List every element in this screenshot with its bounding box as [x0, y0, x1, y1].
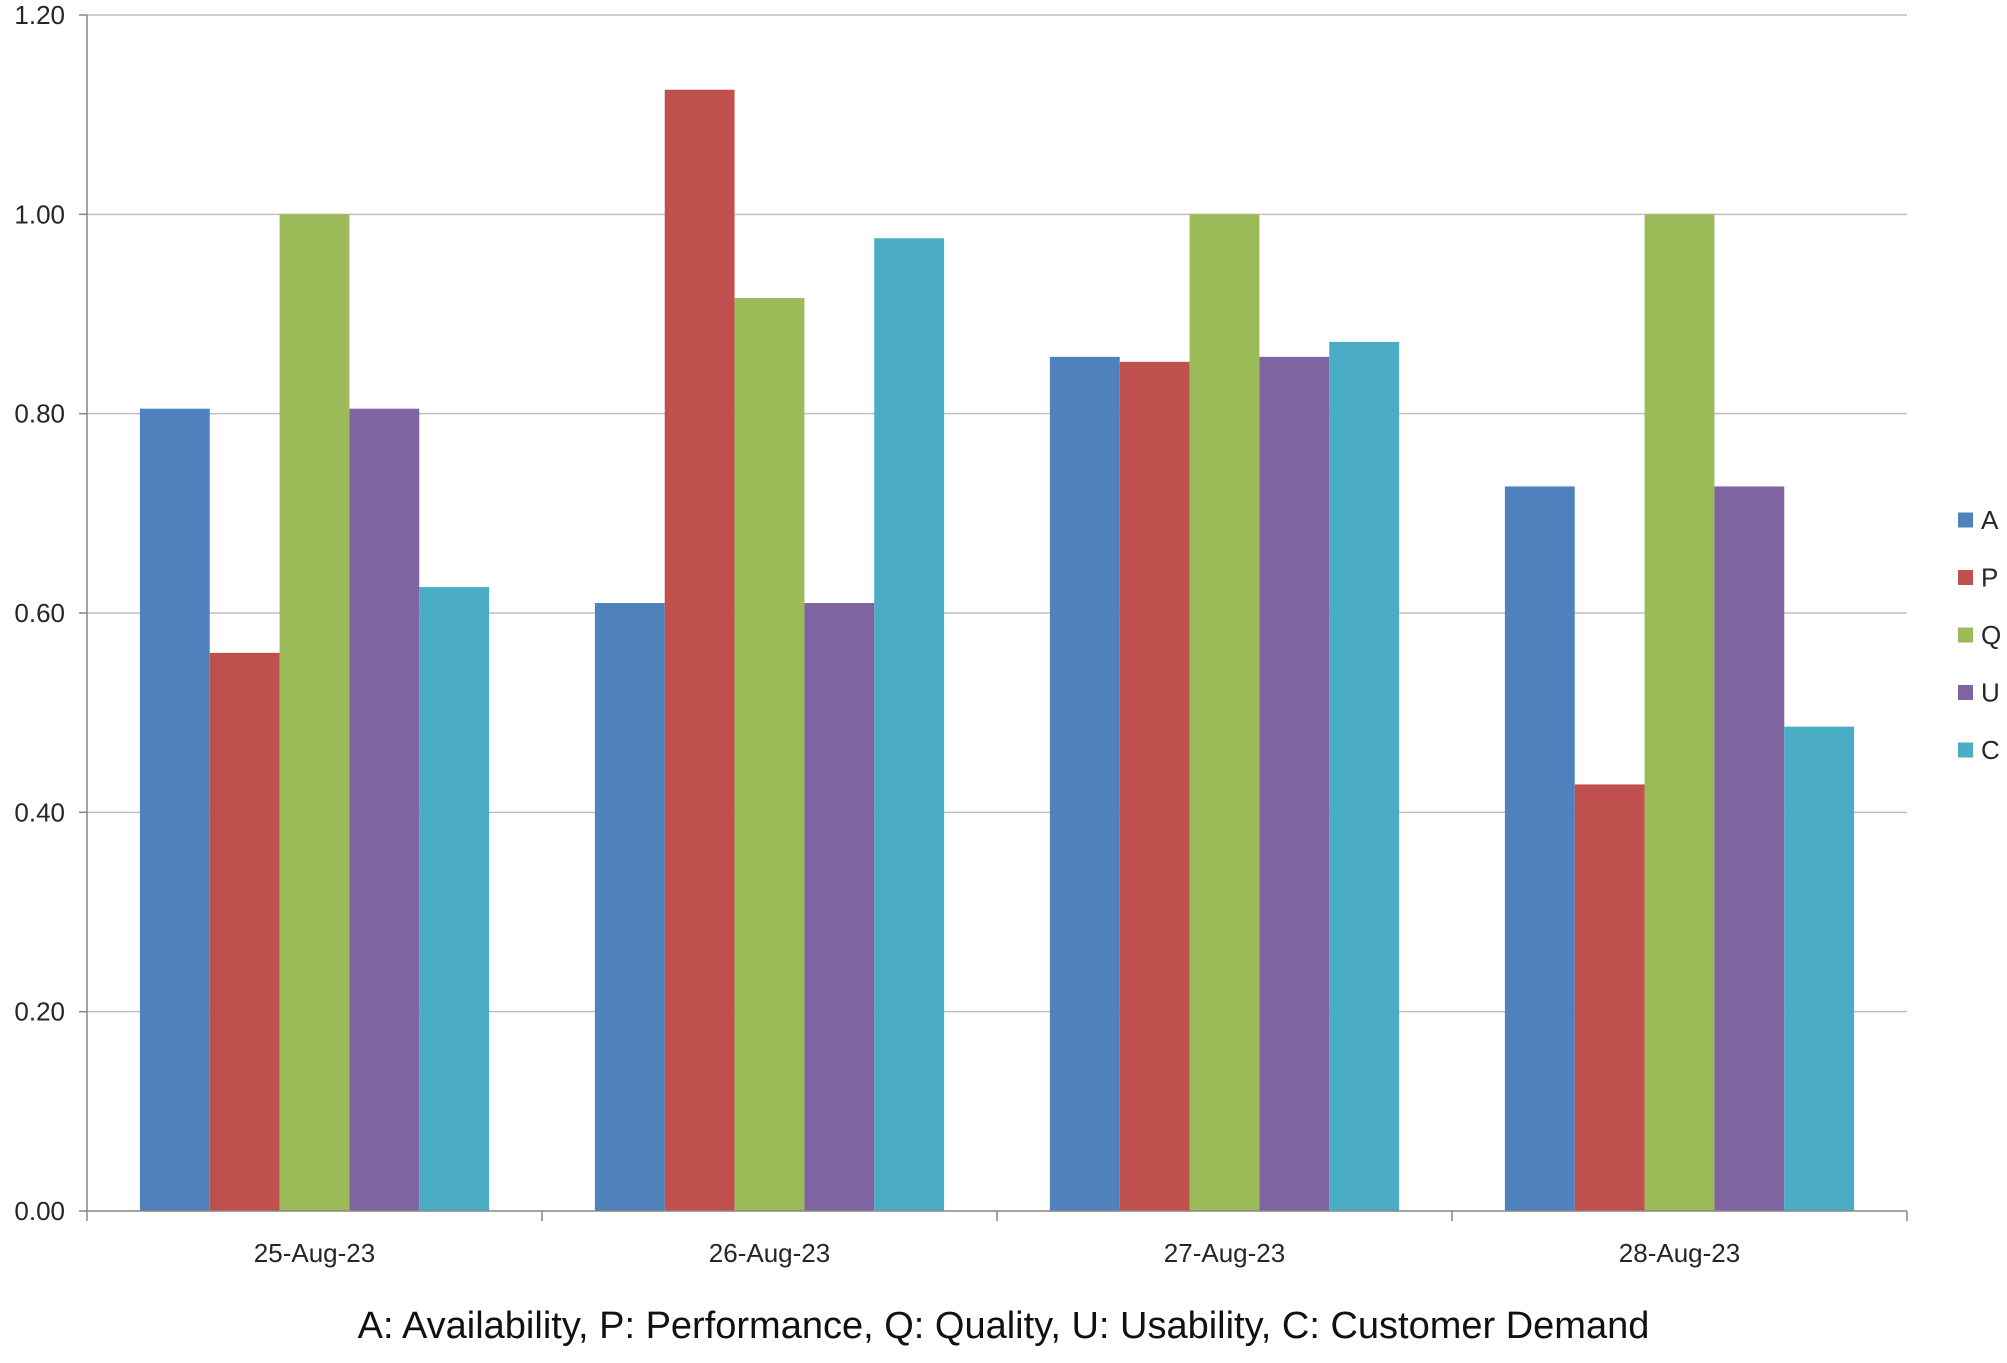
y-tick-label: 1.20: [14, 0, 65, 30]
bar-Q-27-Aug-23: [1189, 214, 1260, 1212]
axes: [79, 14, 1908, 1221]
legend-label-U: U: [1981, 678, 2000, 708]
legend-swatch-Q: [1958, 627, 1973, 643]
bar-C-26-Aug-23: [874, 238, 945, 1212]
bar-P-25-Aug-23: [209, 652, 280, 1211]
legend-label-Q: Q: [1981, 620, 2001, 650]
bar-Q-28-Aug-23: [1644, 214, 1715, 1212]
legend-label-A: A: [1981, 505, 1999, 535]
legend-swatch-A: [1958, 512, 1973, 528]
x-tick-label: 28-Aug-23: [1619, 1238, 1740, 1268]
bar-P-26-Aug-23: [664, 89, 735, 1211]
x-tick-label: 27-Aug-23: [1164, 1238, 1285, 1268]
y-tick-label: 0.80: [14, 399, 65, 429]
bar-C-27-Aug-23: [1329, 341, 1400, 1211]
bars: [139, 89, 1855, 1212]
bar-C-25-Aug-23: [419, 587, 490, 1211]
y-tick-label: 0.60: [14, 598, 65, 628]
y-axis-ticks: 0.00 0.20 0.40 0.60 0.80 1.00 1.20: [14, 0, 65, 1226]
bar-Q-25-Aug-23: [279, 214, 350, 1212]
bar-Q-26-Aug-23: [734, 298, 805, 1211]
bar-U-28-Aug-23: [1714, 486, 1785, 1211]
legend-swatch-C: [1958, 742, 1973, 758]
bar-chart: 0.00 0.20 0.40 0.60 0.80 1.00 1.20 25-Aug-23 26…: [14, 0, 2001, 1268]
legend-label-C: C: [1981, 735, 2000, 765]
bar-C-28-Aug-23: [1784, 726, 1855, 1211]
bar-U-26-Aug-23: [804, 603, 875, 1211]
x-tick-label: 25-Aug-23: [254, 1238, 375, 1268]
bar-P-28-Aug-23: [1574, 784, 1645, 1211]
y-tick-label: 1.00: [14, 199, 65, 229]
y-tick-label: 0.40: [14, 797, 65, 827]
chart-caption: A: Availability, P: Performance, Q: Qual…: [357, 1305, 1650, 1347]
legend-swatch-P: [1958, 570, 1973, 585]
bar-U-27-Aug-23: [1259, 356, 1330, 1211]
bar-P-27-Aug-23: [1119, 361, 1190, 1212]
legend-swatch-U: [1958, 685, 1973, 700]
bar-U-25-Aug-23: [349, 408, 420, 1211]
x-axis-ticks: 25-Aug-23 26-Aug-23 27-Aug-23 28-Aug-23: [254, 1238, 1740, 1268]
bar-A-27-Aug-23: [1049, 356, 1120, 1211]
y-tick-label: 0.20: [14, 997, 65, 1027]
bar-A-26-Aug-23: [594, 603, 665, 1211]
bar-A-25-Aug-23: [139, 408, 210, 1211]
bar-A-28-Aug-23: [1504, 486, 1575, 1211]
legend-label-P: P: [1981, 563, 1998, 593]
y-tick-label: 0.00: [14, 1196, 65, 1226]
x-tick-label: 26-Aug-23: [709, 1238, 830, 1268]
